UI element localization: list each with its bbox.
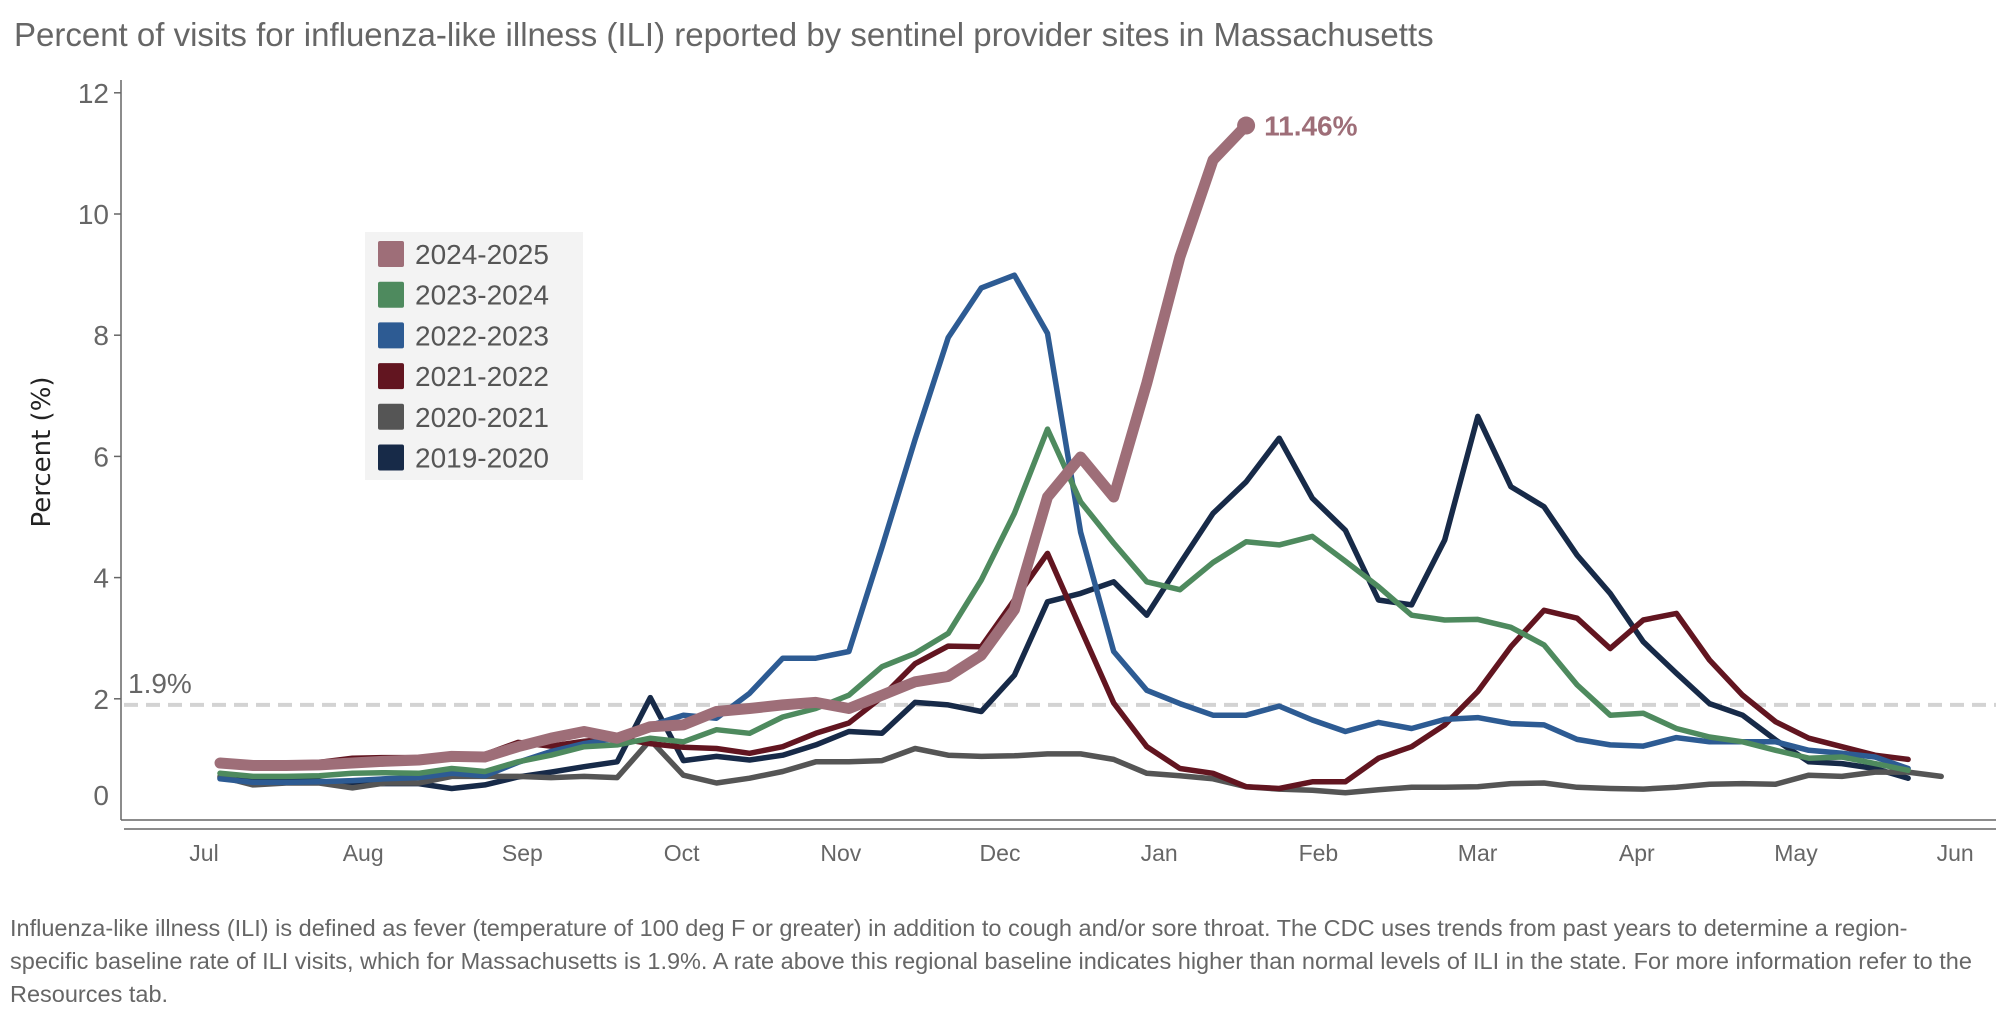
baseline-label: 1.9%	[128, 668, 192, 699]
legend-swatch	[378, 322, 404, 349]
x-tick-label: Apr	[1619, 840, 1655, 866]
end-point-marker	[1237, 116, 1256, 135]
legend-label: 2023-2024	[415, 280, 549, 311]
x-tick-label: Aug	[343, 840, 384, 866]
footnote: Influenza-like illness (ILI) is defined …	[10, 915, 1972, 1007]
y-tick-label: 6	[93, 441, 109, 472]
x-tick-label: Oct	[664, 840, 700, 866]
x-tick-label: May	[1774, 840, 1818, 866]
y-axis-label: Percent (%)	[27, 376, 57, 527]
x-tick-label: Jan	[1141, 840, 1178, 866]
y-tick-label: 2	[93, 684, 109, 715]
y-tick-label: 0	[93, 780, 109, 811]
legend: 2024-2025 2023-2024 2022-2023 2021-2022 2020…	[365, 232, 583, 480]
end-value-label: 11.46%	[1264, 111, 1358, 142]
x-tick-label: Jul	[189, 840, 218, 866]
x-ticks: Jul Aug Sep Oct Nov Dec Jan Feb Mar Apr May Jun	[189, 840, 1973, 866]
x-tick-label: Mar	[1458, 840, 1498, 866]
legend-swatch	[378, 444, 404, 471]
legend-label: 2024-2025	[415, 239, 549, 270]
x-tick-label: Jun	[1937, 840, 1974, 866]
y-tick-label: 8	[93, 320, 109, 351]
x-tick-label: Sep	[502, 840, 543, 866]
legend-label: 2021-2022	[415, 361, 549, 392]
legend-swatch	[378, 281, 404, 308]
y-ticks: 0 2 4 6 8 10 12	[78, 78, 121, 811]
legend-label: 2020-2021	[415, 402, 549, 433]
legend-swatch	[378, 403, 404, 430]
y-tick-label: 4	[93, 563, 109, 594]
axes	[120, 80, 1996, 830]
series-line-2020-2021	[217, 737, 1944, 796]
series-lines	[214, 116, 1944, 796]
y-tick-label: 10	[78, 199, 109, 230]
chart-title: Percent of visits for influenza-like ill…	[14, 16, 1434, 53]
x-tick-label: Nov	[820, 840, 861, 866]
series-line-2024-2025	[214, 120, 1252, 771]
legend-label: 2022-2023	[415, 320, 549, 351]
legend-background	[365, 232, 583, 480]
legend-label: 2019-2020	[415, 443, 549, 474]
legend-swatch	[378, 363, 404, 390]
x-tick-label: Feb	[1299, 840, 1339, 866]
series-line-2023-2024	[217, 426, 1911, 780]
legend-swatch	[378, 241, 404, 267]
x-tick-label: Dec	[980, 840, 1021, 866]
y-tick-label: 12	[78, 78, 109, 109]
